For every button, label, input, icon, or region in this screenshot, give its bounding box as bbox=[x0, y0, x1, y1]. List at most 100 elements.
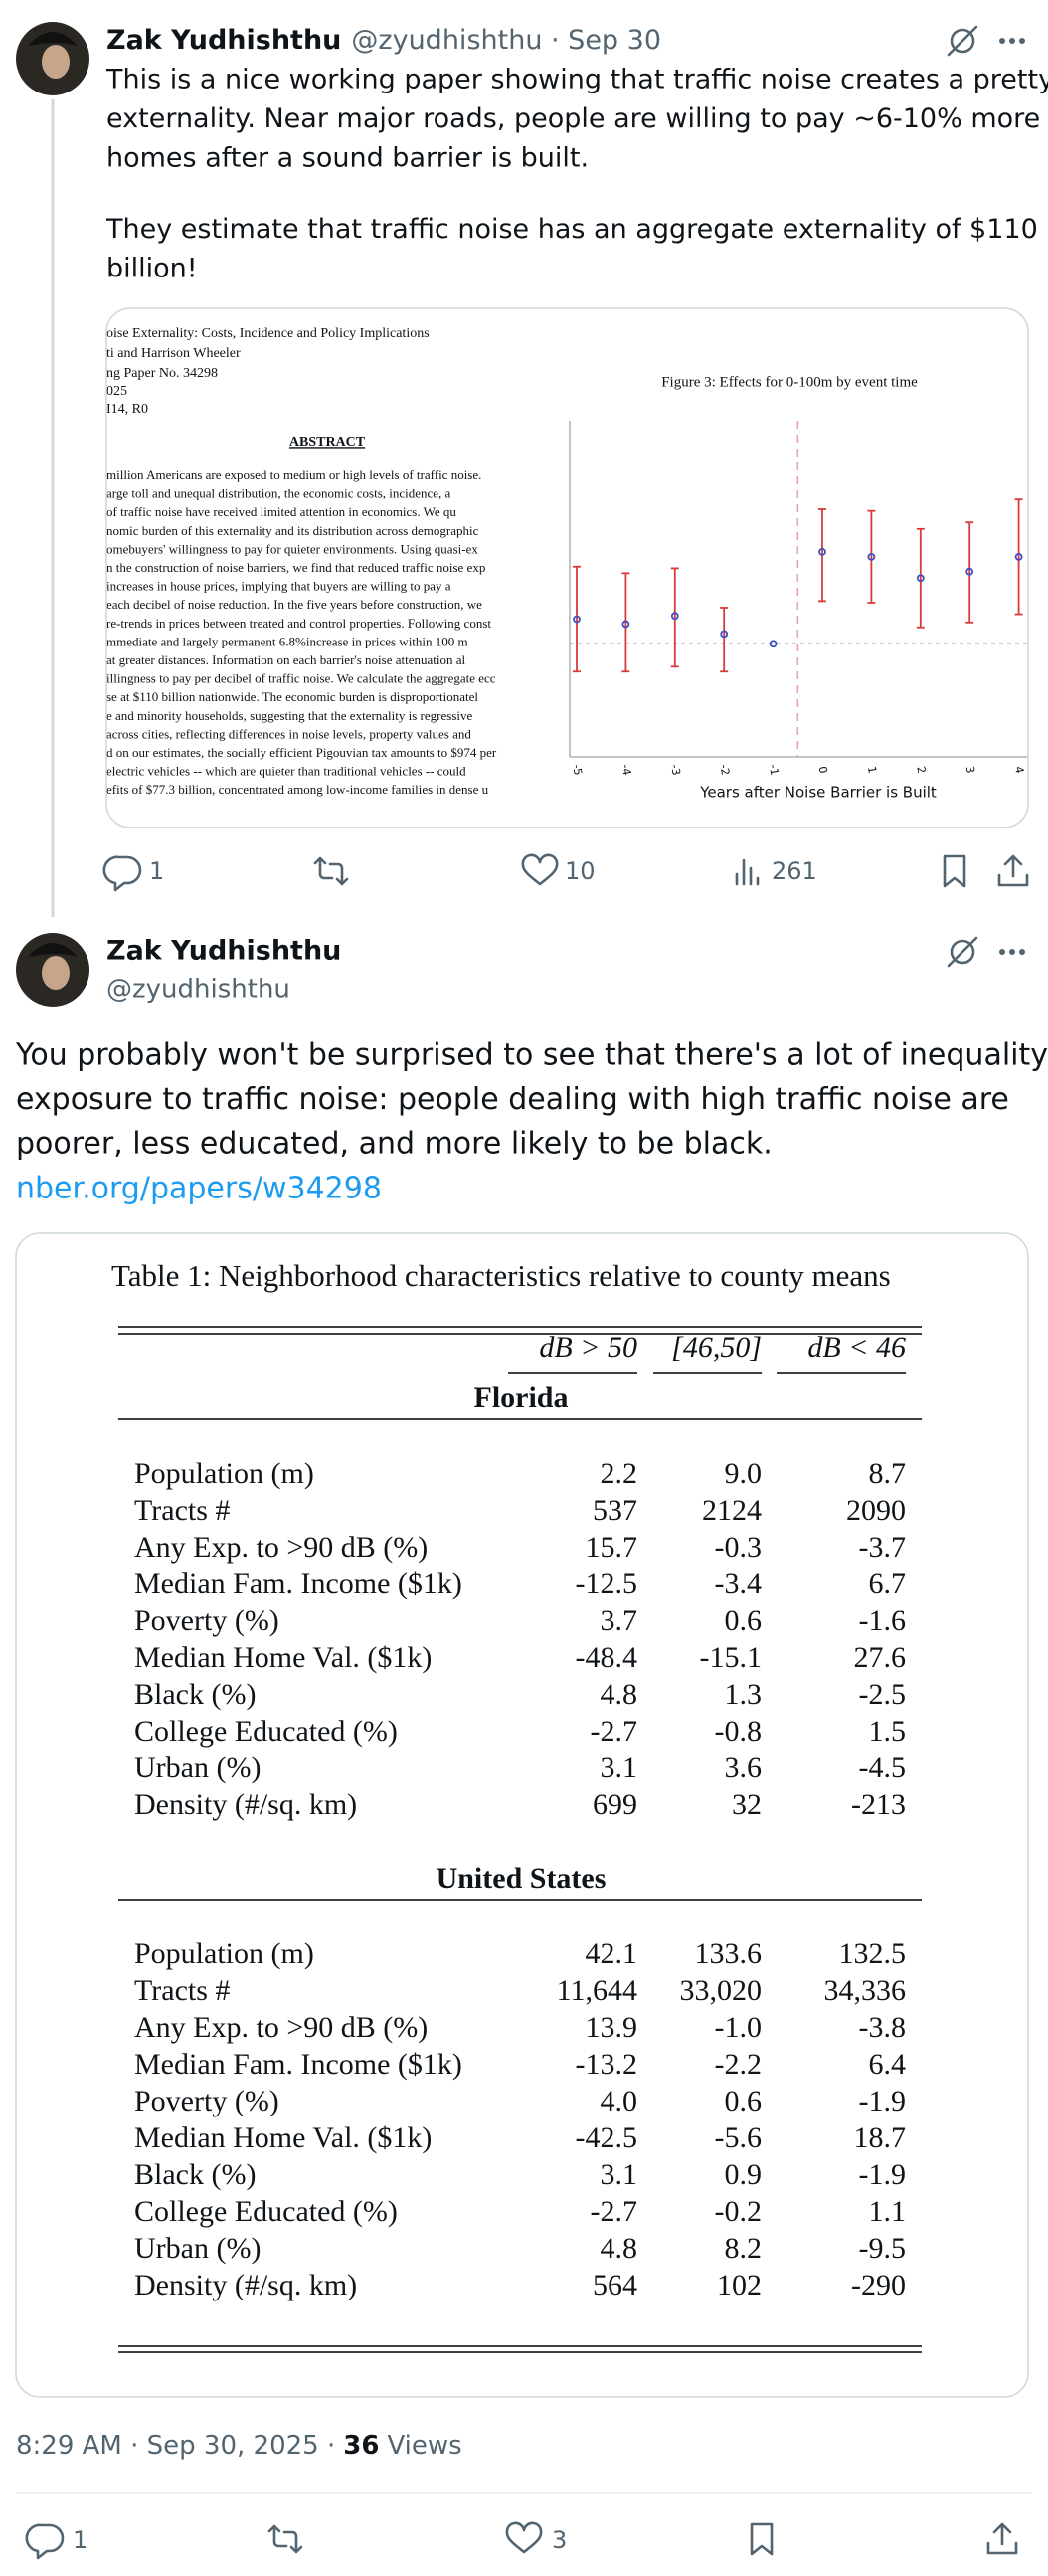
table-card[interactable] bbox=[15, 1232, 1029, 2398]
abstract-line: re-trends in prices between treated and … bbox=[106, 616, 491, 631]
estimate-point bbox=[1014, 552, 1023, 561]
table-cell: 3.1 bbox=[601, 1751, 638, 1784]
more-button[interactable] bbox=[999, 38, 1025, 44]
image-border bbox=[105, 307, 1029, 828]
table-cell: -48.4 bbox=[576, 1641, 638, 1674]
abstract-line: arge toll and unequal distribution, the … bbox=[106, 486, 451, 501]
timestamp: 8:29 AM · Sep 30, 2025 · bbox=[16, 2431, 335, 2461]
table-cell: 13.9 bbox=[586, 2011, 638, 2044]
table-cell: -1.6 bbox=[859, 1604, 907, 1637]
table-cell: 133.6 bbox=[695, 1937, 763, 1970]
table-cell: 0.6 bbox=[725, 2085, 763, 2117]
more-button[interactable] bbox=[999, 949, 1025, 955]
table-cell: 0.6 bbox=[725, 1604, 763, 1637]
table-cell: 1.5 bbox=[869, 1715, 907, 1748]
table-cell: 1.1 bbox=[869, 2195, 907, 2228]
table-cell: -15.1 bbox=[700, 1641, 763, 1674]
table-cell: -2.5 bbox=[859, 1678, 907, 1711]
abstract-line: efits of $77.3 billion, concentrated amo… bbox=[106, 782, 489, 797]
table-cell: 3.7 bbox=[601, 1604, 638, 1637]
row-label: Poverty (%) bbox=[134, 2085, 279, 2117]
view-count: 36 bbox=[343, 2431, 379, 2461]
abstract-line: each decibel of noise reduction. In the … bbox=[106, 597, 482, 612]
table-cell: 102 bbox=[717, 2269, 762, 2301]
x-tick-label: 1 bbox=[865, 765, 879, 774]
figure-title: Figure 3: Effects for 0-100m by event ti… bbox=[661, 374, 918, 390]
x-tick-label: -1 bbox=[767, 763, 782, 776]
row-label: Density (#/sq. km) bbox=[134, 1788, 357, 1821]
handle: @zyudhishthu bbox=[106, 975, 290, 1005]
table-cell: 537 bbox=[593, 1494, 637, 1527]
image-card[interactable]: oise Externality: Costs, Incidence and P… bbox=[106, 308, 1028, 828]
abstract-line: across cities, reflecting differences in… bbox=[106, 726, 471, 741]
row-label: Tracts # bbox=[134, 1494, 230, 1527]
author-name[interactable]: Zak Yudhishthu bbox=[106, 936, 341, 967]
link[interactable]: nber.org/papers/w34298 bbox=[16, 1172, 382, 1206]
tweet-text: You probably won't be surprised to see t… bbox=[15, 1038, 1048, 1073]
x-tick-label: 2 bbox=[914, 765, 928, 774]
estimate-point bbox=[916, 574, 925, 583]
tweet-text: This is a nice working paper showing tha… bbox=[105, 65, 1048, 95]
paper-header: ti and Harrison Wheeler bbox=[106, 346, 241, 361]
row-label: Any Exp. to >90 dB (%) bbox=[134, 2011, 428, 2044]
estimate-point bbox=[818, 548, 826, 556]
x-tick-label: 4 bbox=[1012, 765, 1026, 774]
table-cell: 6.4 bbox=[869, 2048, 907, 2081]
table-cell: 2090 bbox=[846, 1494, 906, 1527]
table-cell: 6.7 bbox=[869, 1567, 907, 1600]
view-count: 261 bbox=[772, 857, 817, 885]
row-label: Black (%) bbox=[134, 1678, 256, 1711]
row-label: Tracts # bbox=[134, 1974, 230, 2007]
estimate-point bbox=[769, 640, 778, 648]
table-cell: -3.4 bbox=[715, 1567, 763, 1600]
row-label: Median Home Val. ($1k) bbox=[134, 1641, 432, 1674]
row-label: Population (m) bbox=[134, 1937, 314, 1970]
tweet-text: billion! bbox=[106, 254, 198, 284]
abstract-line: electric vehicles -- which are quieter t… bbox=[106, 764, 466, 779]
row-label: Median Fam. Income ($1k) bbox=[134, 1567, 462, 1600]
estimate-point bbox=[670, 612, 679, 621]
table-cell: 33,020 bbox=[680, 1974, 763, 2007]
table-cell: 15.7 bbox=[586, 1531, 638, 1564]
table-cell: -5.6 bbox=[715, 2121, 763, 2154]
table-cell: -12.5 bbox=[576, 1567, 638, 1600]
author-name[interactable]: Zak Yudhishthu bbox=[106, 25, 341, 56]
row-label: College Educated (%) bbox=[134, 2195, 398, 2228]
row-label: Median Home Val. ($1k) bbox=[134, 2121, 432, 2154]
row-label: Population (m) bbox=[134, 1457, 314, 1490]
table-cell: 3.6 bbox=[725, 1751, 763, 1784]
abstract-line: million Americans are exposed to medium … bbox=[106, 467, 481, 482]
table-cell: 2124 bbox=[702, 1494, 762, 1527]
tweet-text: poorer, less educated, and more likely t… bbox=[16, 1127, 773, 1162]
reply-count: 1 bbox=[149, 857, 164, 885]
estimate-point bbox=[965, 567, 974, 576]
row-label: Urban (%) bbox=[134, 1751, 261, 1784]
table-cell: 2.2 bbox=[601, 1457, 638, 1490]
abstract-line: omebuyers' willingness to pay for quiete… bbox=[106, 541, 478, 556]
abstract-title: ABSTRACT bbox=[289, 435, 366, 450]
tweet-text: externality. Near major roads, people ar… bbox=[106, 103, 1048, 134]
table-cell: -1.9 bbox=[859, 2158, 907, 2191]
abstract-line: of traffic noise have received limited a… bbox=[106, 504, 456, 519]
estimate-point bbox=[621, 620, 630, 629]
abstract-line: mmediate and largely permanent 6.8%incre… bbox=[106, 634, 468, 648]
avatar[interactable] bbox=[16, 933, 89, 1007]
table-cell: 564 bbox=[593, 2269, 637, 2301]
table-cell: 9.0 bbox=[725, 1457, 763, 1490]
table-cell: 34,336 bbox=[824, 1974, 907, 2007]
abstract-line: nomic burden of this externality and its… bbox=[106, 523, 479, 538]
row-label: Black (%) bbox=[134, 2158, 256, 2191]
reply-count: 1 bbox=[73, 2526, 87, 2554]
table-cell: -13.2 bbox=[576, 2048, 638, 2081]
table-cell: 11,644 bbox=[557, 1974, 637, 2007]
estimate-point bbox=[720, 630, 729, 639]
abstract-line: at greater distances. Information on eac… bbox=[106, 652, 466, 667]
table-cell: -213 bbox=[851, 1788, 906, 1821]
table-cell: 699 bbox=[593, 1788, 637, 1821]
avatar[interactable] bbox=[16, 22, 89, 95]
table-cell: 18.7 bbox=[854, 2121, 907, 2154]
abstract-body: million Americans are exposed to medium … bbox=[106, 467, 497, 797]
table-cell: -1.0 bbox=[715, 2011, 763, 2044]
table-cell: -4.5 bbox=[859, 1751, 907, 1784]
row-label: Poverty (%) bbox=[134, 1604, 279, 1637]
